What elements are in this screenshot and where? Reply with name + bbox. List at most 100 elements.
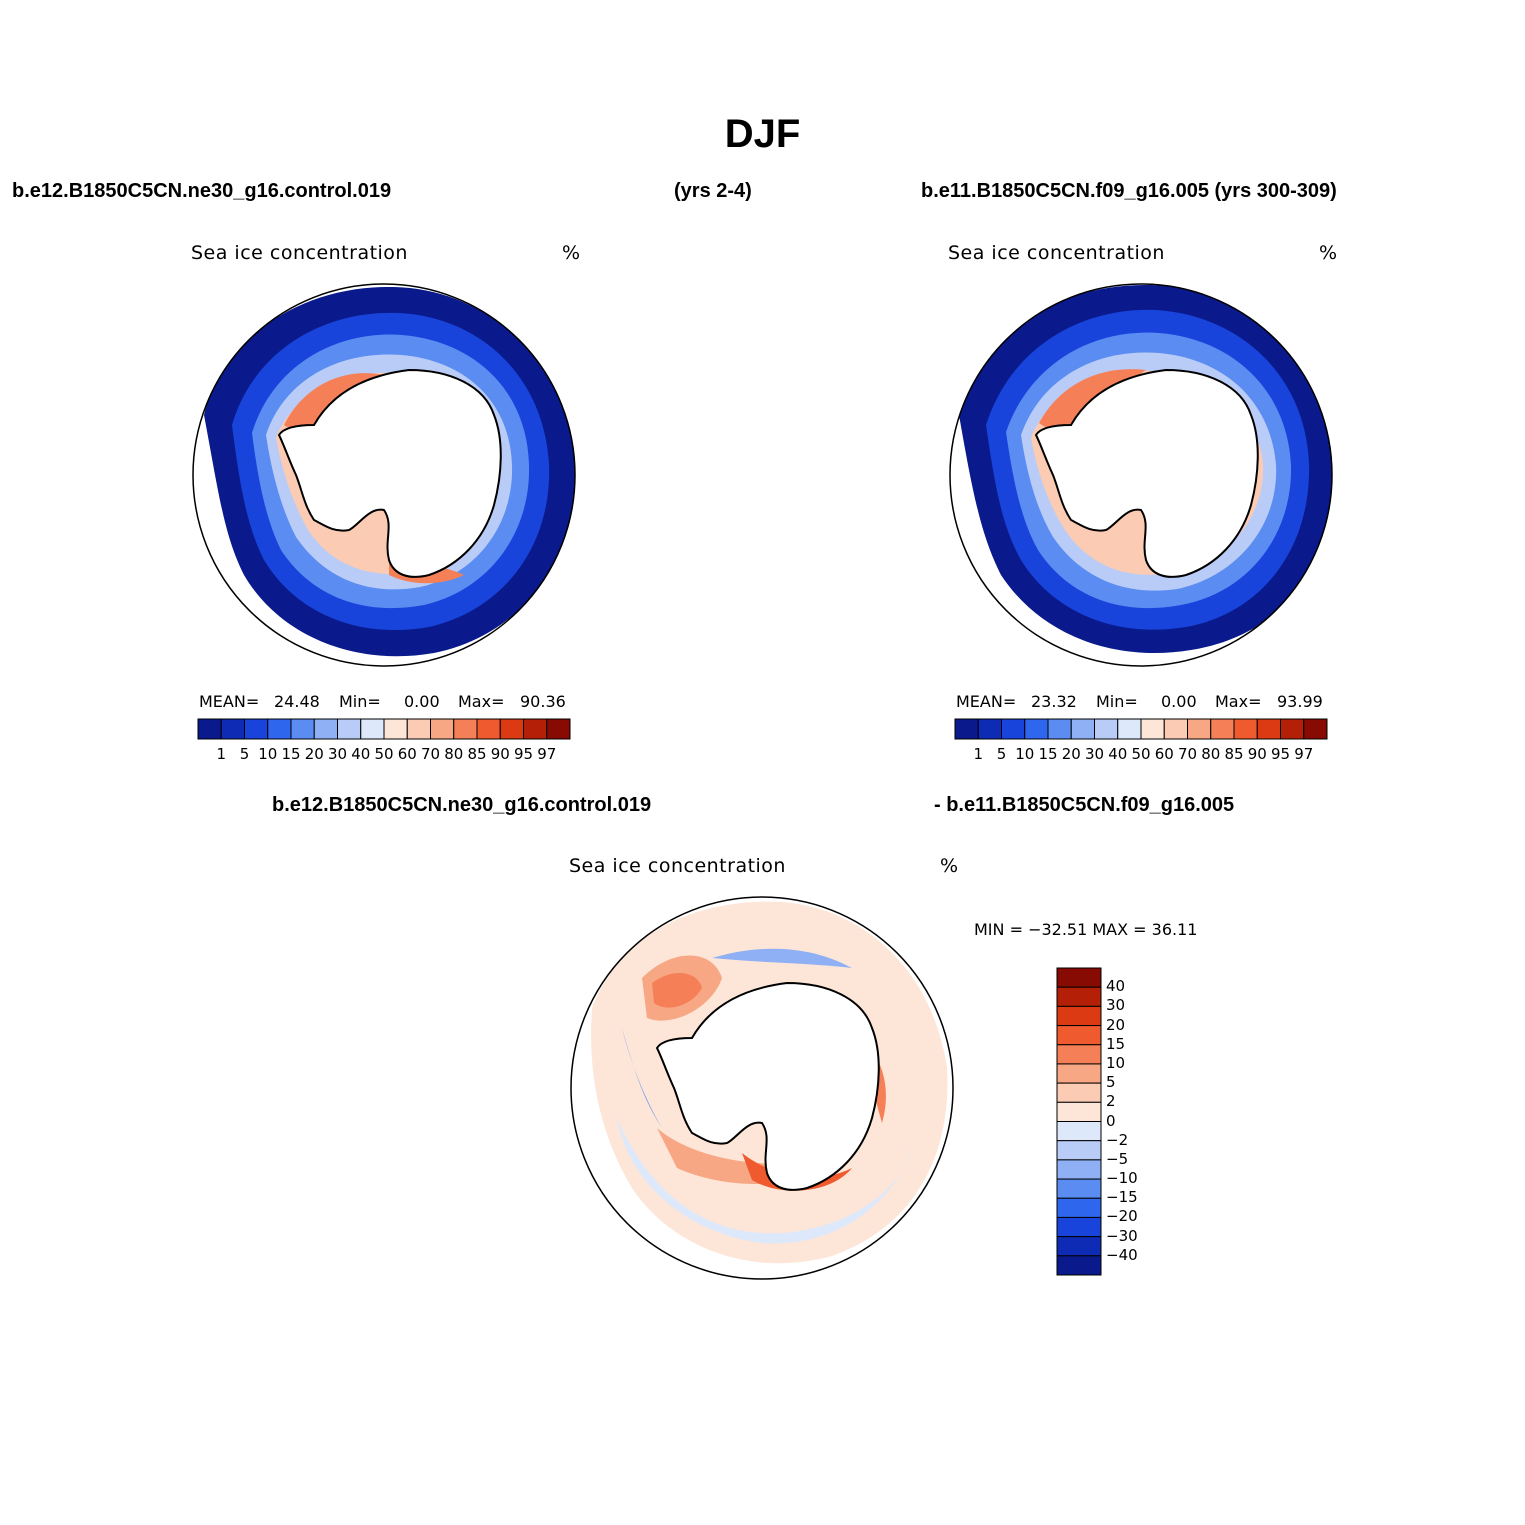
colorbar-tick-label: 15 bbox=[1106, 1034, 1126, 1053]
colorbar-tick-label: 60 bbox=[1154, 745, 1174, 763]
colorbar-tick-label: 85 bbox=[467, 745, 487, 763]
panel-3-colorbar bbox=[1056, 967, 1102, 1276]
colorbar-swatch bbox=[1070, 718, 1095, 740]
colorbar-tick-label: −40 bbox=[1106, 1245, 1138, 1264]
colorbar-swatch bbox=[977, 718, 1002, 740]
colorbar-swatch bbox=[1056, 1025, 1102, 1046]
colorbar-tick-label: 20 bbox=[1106, 1015, 1126, 1034]
colorbar-swatch bbox=[197, 718, 222, 740]
colorbar-tick-label: 80 bbox=[1201, 745, 1221, 763]
colorbar-swatch bbox=[1256, 718, 1281, 740]
panel-2-mean: 23.32 bbox=[1031, 692, 1077, 711]
colorbar-tick-label: 20 bbox=[304, 745, 324, 763]
colorbar-swatch bbox=[313, 718, 338, 740]
panel-1-max-label: Max= bbox=[458, 692, 505, 711]
colorbar-tick-label: −10 bbox=[1106, 1169, 1138, 1188]
colorbar-swatch bbox=[1056, 986, 1102, 1007]
colorbar-tick-label: 2 bbox=[1106, 1092, 1116, 1111]
colorbar-swatch bbox=[476, 718, 501, 740]
colorbar-swatch bbox=[1210, 718, 1235, 740]
figure-title: DJF bbox=[724, 112, 801, 156]
colorbar-swatch bbox=[1056, 967, 1102, 988]
colorbar-tick-label: −2 bbox=[1106, 1130, 1129, 1149]
colorbar-swatch bbox=[1056, 1236, 1102, 1257]
colorbar-swatch bbox=[1233, 718, 1258, 740]
panel-2-min: 0.00 bbox=[1161, 692, 1197, 711]
colorbar-swatch bbox=[1056, 1197, 1102, 1218]
colorbar-tick-label: 70 bbox=[420, 745, 441, 763]
colorbar-tick-label: 1 bbox=[216, 745, 227, 763]
colorbar-swatch bbox=[1117, 718, 1142, 740]
colorbar-swatch bbox=[267, 718, 292, 740]
case-a-years: (yrs 2-4) bbox=[674, 180, 752, 202]
colorbar-swatch bbox=[1056, 1216, 1102, 1238]
panel-3-minmax: MIN = −32.51 MAX = 36.11 bbox=[974, 920, 1198, 939]
panel-1-min: 0.00 bbox=[404, 692, 440, 711]
colorbar-tick-label: −15 bbox=[1106, 1188, 1138, 1207]
colorbar-swatch bbox=[337, 718, 362, 740]
colorbar-tick-label: −30 bbox=[1106, 1226, 1138, 1245]
colorbar-swatch bbox=[290, 718, 315, 740]
colorbar-tick-label: 90 bbox=[490, 745, 510, 763]
case-a-label: b.e12.B1850C5CN.ne30_g16.control.019 bbox=[12, 180, 392, 202]
panel-1-mean-label: MEAN= bbox=[199, 692, 260, 711]
panel-1-units: % bbox=[562, 242, 581, 264]
colorbar-tick-label: 85 bbox=[1224, 745, 1244, 763]
colorbar-swatch bbox=[406, 718, 431, 740]
panel-1-mean: 24.48 bbox=[274, 692, 320, 711]
colorbar-swatch bbox=[383, 718, 408, 740]
colorbar-swatch bbox=[244, 718, 269, 740]
colorbar-swatch bbox=[1056, 1005, 1102, 1027]
panel-1-colorbar bbox=[197, 718, 571, 740]
colorbar-swatch bbox=[1056, 1044, 1102, 1065]
colorbar-swatch bbox=[1187, 718, 1212, 740]
colorbar-tick-label: 95 bbox=[1270, 745, 1291, 763]
colorbar-swatch bbox=[1056, 1082, 1102, 1103]
colorbar-tick-label: 10 bbox=[1015, 745, 1035, 763]
colorbar-tick-label: 80 bbox=[444, 745, 464, 763]
panel-2-map bbox=[949, 283, 1333, 667]
case-b-label: b.e11.B1850C5CN.f09_g16.005 (yrs 300-309… bbox=[921, 180, 1337, 202]
panel-2-variable: Sea ice concentration bbox=[948, 242, 1165, 264]
colorbar-tick-label: 50 bbox=[374, 745, 394, 763]
colorbar-tick-label: 40 bbox=[1108, 745, 1128, 763]
colorbar-tick-label: 5 bbox=[996, 745, 1007, 763]
colorbar-swatch bbox=[499, 718, 524, 740]
colorbar-tick-label: 70 bbox=[1177, 745, 1198, 763]
colorbar-swatch bbox=[1024, 718, 1049, 740]
panel-3-variable: Sea ice concentration bbox=[569, 855, 786, 877]
colorbar-swatch bbox=[523, 718, 548, 740]
colorbar-tick-label: 10 bbox=[258, 745, 278, 763]
colorbar-tick-label: 97 bbox=[537, 745, 557, 763]
colorbar-tick-label: −5 bbox=[1106, 1149, 1129, 1168]
colorbar-swatch bbox=[1047, 718, 1072, 740]
colorbar-swatch bbox=[1056, 1063, 1102, 1084]
colorbar-tick-label: 10 bbox=[1106, 1053, 1126, 1072]
colorbar-swatch bbox=[1094, 718, 1119, 740]
colorbar-swatch bbox=[1303, 718, 1328, 740]
diff-case-a-label: b.e12.B1850C5CN.ne30_g16.control.019 bbox=[272, 794, 652, 816]
colorbar-tick-label: 40 bbox=[351, 745, 371, 763]
colorbar-swatch bbox=[1163, 718, 1188, 740]
colorbar-tick-label: 15 bbox=[1038, 745, 1058, 763]
colorbar-tick-label: 5 bbox=[239, 745, 250, 763]
colorbar-tick-label: 60 bbox=[397, 745, 417, 763]
colorbar-swatch bbox=[453, 718, 478, 740]
colorbar-tick-label: 20 bbox=[1061, 745, 1081, 763]
colorbar-tick-label: −20 bbox=[1106, 1207, 1138, 1226]
colorbar-swatch bbox=[430, 718, 455, 740]
colorbar-swatch bbox=[220, 718, 245, 740]
colorbar-tick-label: 5 bbox=[1106, 1073, 1116, 1092]
panel-2-min-label: Min= bbox=[1096, 692, 1138, 711]
colorbar-swatch bbox=[1140, 718, 1165, 740]
colorbar-tick-label: 97 bbox=[1294, 745, 1314, 763]
colorbar-tick-label: 0 bbox=[1106, 1111, 1116, 1130]
panel-3-units: % bbox=[940, 855, 959, 877]
panel-2-colorbar bbox=[954, 718, 1328, 740]
colorbar-swatch bbox=[1280, 718, 1305, 740]
panel-2-mean-label: MEAN= bbox=[956, 692, 1017, 711]
panel-1-variable: Sea ice concentration bbox=[191, 242, 408, 264]
colorbar-tick-label: 40 bbox=[1106, 977, 1126, 996]
colorbar-tick-label: 30 bbox=[1106, 996, 1126, 1015]
colorbar-swatch bbox=[1056, 1101, 1102, 1122]
